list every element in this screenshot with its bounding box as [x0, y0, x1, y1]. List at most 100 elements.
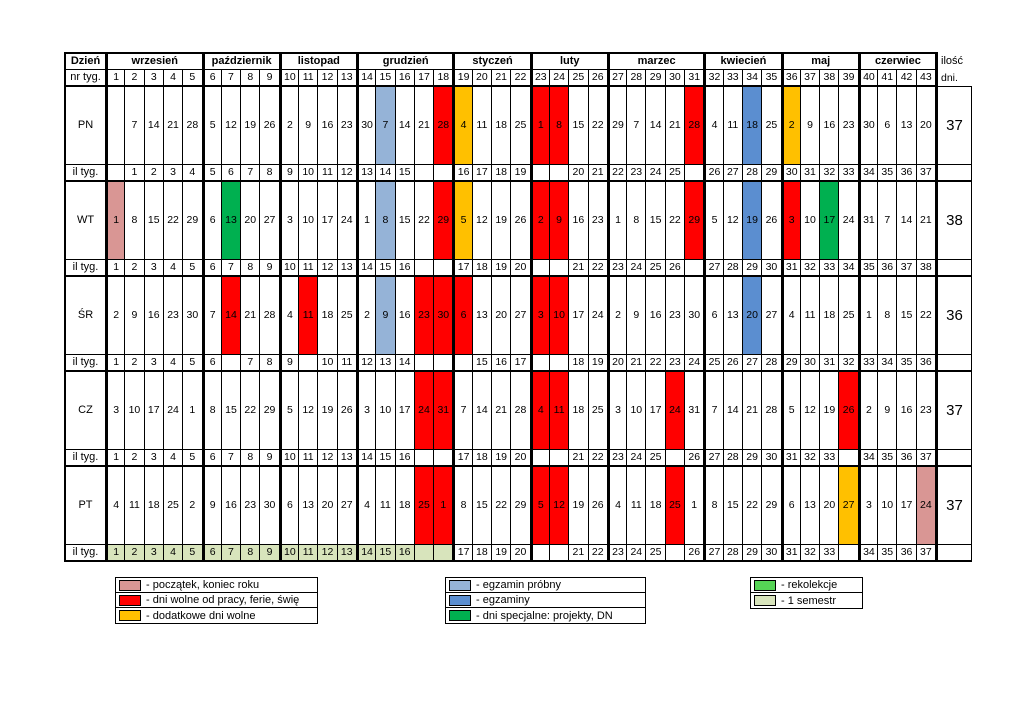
date-cell: 9 — [376, 277, 396, 355]
week-count-cell: 31 — [781, 545, 801, 562]
month-header: grudzień — [356, 52, 454, 70]
date-cell: 3 — [530, 277, 550, 355]
date-cell: 8 — [627, 182, 647, 260]
day-total: 38 — [936, 182, 972, 260]
week-number-cell: 11 — [299, 70, 319, 87]
date-cell: 22 — [492, 467, 512, 545]
week-count-cell: 25 — [704, 355, 724, 372]
week-number-cell: 5 — [183, 70, 203, 87]
date-cell: 22 — [916, 277, 936, 355]
legend-item: - egzamin próbny — [446, 578, 645, 593]
week-count-cell: 26 — [685, 450, 705, 467]
date-cell: 30 — [434, 277, 454, 355]
date-cell: 24 — [588, 277, 608, 355]
week-count-cell: 14 — [395, 355, 415, 372]
date-cell: 6 — [279, 467, 300, 545]
date-cell: 21 — [742, 372, 763, 450]
date-cell: 6 — [878, 87, 898, 165]
month-header-row: Dzień wrzesień październik listopad grudzień… — [64, 52, 972, 70]
week-count-cell: 25 — [646, 260, 666, 277]
date-cell: 25 — [588, 372, 608, 450]
week-count-label: il tyg. — [64, 260, 106, 277]
week-count-cell: 9 — [279, 355, 300, 372]
date-cell: 8 — [549, 87, 570, 165]
week-count-cell: 19 — [492, 450, 512, 467]
week-count-cell: 21 — [569, 450, 589, 467]
date-cell: 29 — [183, 182, 203, 260]
date-cell: 30 — [260, 467, 280, 545]
legend-label: - egzamin próbny — [476, 579, 561, 591]
date-cell: 8 — [878, 277, 898, 355]
week-count-cell: 13 — [376, 355, 396, 372]
day-column-header: Dzień — [64, 52, 106, 70]
week-count-cell: 31 — [820, 355, 840, 372]
date-cell: 26 — [511, 182, 531, 260]
date-cell: 14 — [472, 372, 493, 450]
red-color-swatch — [119, 594, 141, 606]
date-cell: 12 — [221, 87, 242, 165]
week-count-cell: 27 — [704, 450, 724, 467]
week-count-cell: 10 — [279, 260, 300, 277]
week-count-cell: 4 — [163, 450, 184, 467]
date-cell: 13 — [800, 467, 821, 545]
date-cell: 19 — [742, 182, 763, 260]
date-cell: 2 — [356, 277, 377, 355]
week-number-cell: 14 — [356, 70, 377, 87]
date-cell: 5 — [453, 182, 473, 260]
date-cell: 21 — [665, 87, 686, 165]
date-cell: 9 — [125, 277, 145, 355]
date-cell: 27 — [762, 277, 782, 355]
date-cell: 25 — [762, 87, 782, 165]
date-cell: 13 — [472, 277, 493, 355]
week-count-cell: 6 — [221, 165, 242, 182]
date-cell: 1 — [685, 467, 705, 545]
week-count-cell: 20 — [511, 450, 531, 467]
date-cell: 18 — [395, 467, 415, 545]
date-cell: 21 — [414, 87, 435, 165]
date-cell: 27 — [337, 467, 357, 545]
week-count-cell: 28 — [742, 165, 763, 182]
date-cell: 6 — [202, 182, 222, 260]
date-cell: 4 — [704, 87, 724, 165]
rekolekcje-color-swatch — [754, 579, 776, 591]
date-cell: 21 — [163, 87, 184, 165]
date-cell: 24 — [665, 372, 686, 450]
week-count-spacer — [936, 355, 972, 372]
date-cell: 10 — [549, 277, 570, 355]
week-count-cell: 24 — [646, 165, 666, 182]
week-number-cell: 30 — [665, 70, 686, 87]
week-count-cell: 29 — [742, 260, 763, 277]
date-cell: 4 — [356, 467, 377, 545]
week-count-cell: 14 — [376, 165, 396, 182]
date-cell: 25 — [511, 87, 531, 165]
date-cell: 28 — [260, 277, 280, 355]
week-count-cell: 3 — [144, 545, 164, 562]
week-number-cell: 26 — [588, 70, 608, 87]
legend-item: - dni wolne od pracy, ferie, świę — [116, 593, 317, 608]
week-count-cell: 36 — [897, 165, 917, 182]
date-cell: 26 — [762, 182, 782, 260]
month-header: maj — [781, 52, 859, 70]
week-count-cell — [414, 355, 435, 372]
date-cell: 12 — [472, 182, 493, 260]
date-cell: 14 — [395, 87, 415, 165]
date-cell: 22 — [588, 87, 608, 165]
week-count-cell — [665, 450, 686, 467]
month-header: styczeń — [453, 52, 531, 70]
date-cell: 19 — [492, 182, 512, 260]
date-cell: 23 — [665, 277, 686, 355]
week-number-row: nr tyg. 1 2 3 4 5 6 7 8 9 10 11 12 13 14 15 16 17 18 19 20 21… — [64, 70, 972, 87]
week-count-cell: 19 — [511, 165, 531, 182]
date-cell: 20 — [916, 87, 936, 165]
date-cell: 9 — [800, 87, 821, 165]
week-count-cell: 18 — [472, 450, 493, 467]
date-cell: 28 — [183, 87, 203, 165]
date-cell: 8 — [704, 467, 724, 545]
legend-label: - 1 semestr — [781, 594, 837, 607]
date-cell: 31 — [685, 372, 705, 450]
date-cell: 13 — [723, 277, 743, 355]
day-row-WT: WT 1 8 15 22 29 6 13 20 27 3 10 17 24 1 8 15 22 29 5 12 19 26 2… — [64, 182, 972, 260]
week-count-cell: 12 — [318, 450, 338, 467]
date-cell: 17 — [569, 277, 589, 355]
week-count-cell: 21 — [569, 260, 589, 277]
